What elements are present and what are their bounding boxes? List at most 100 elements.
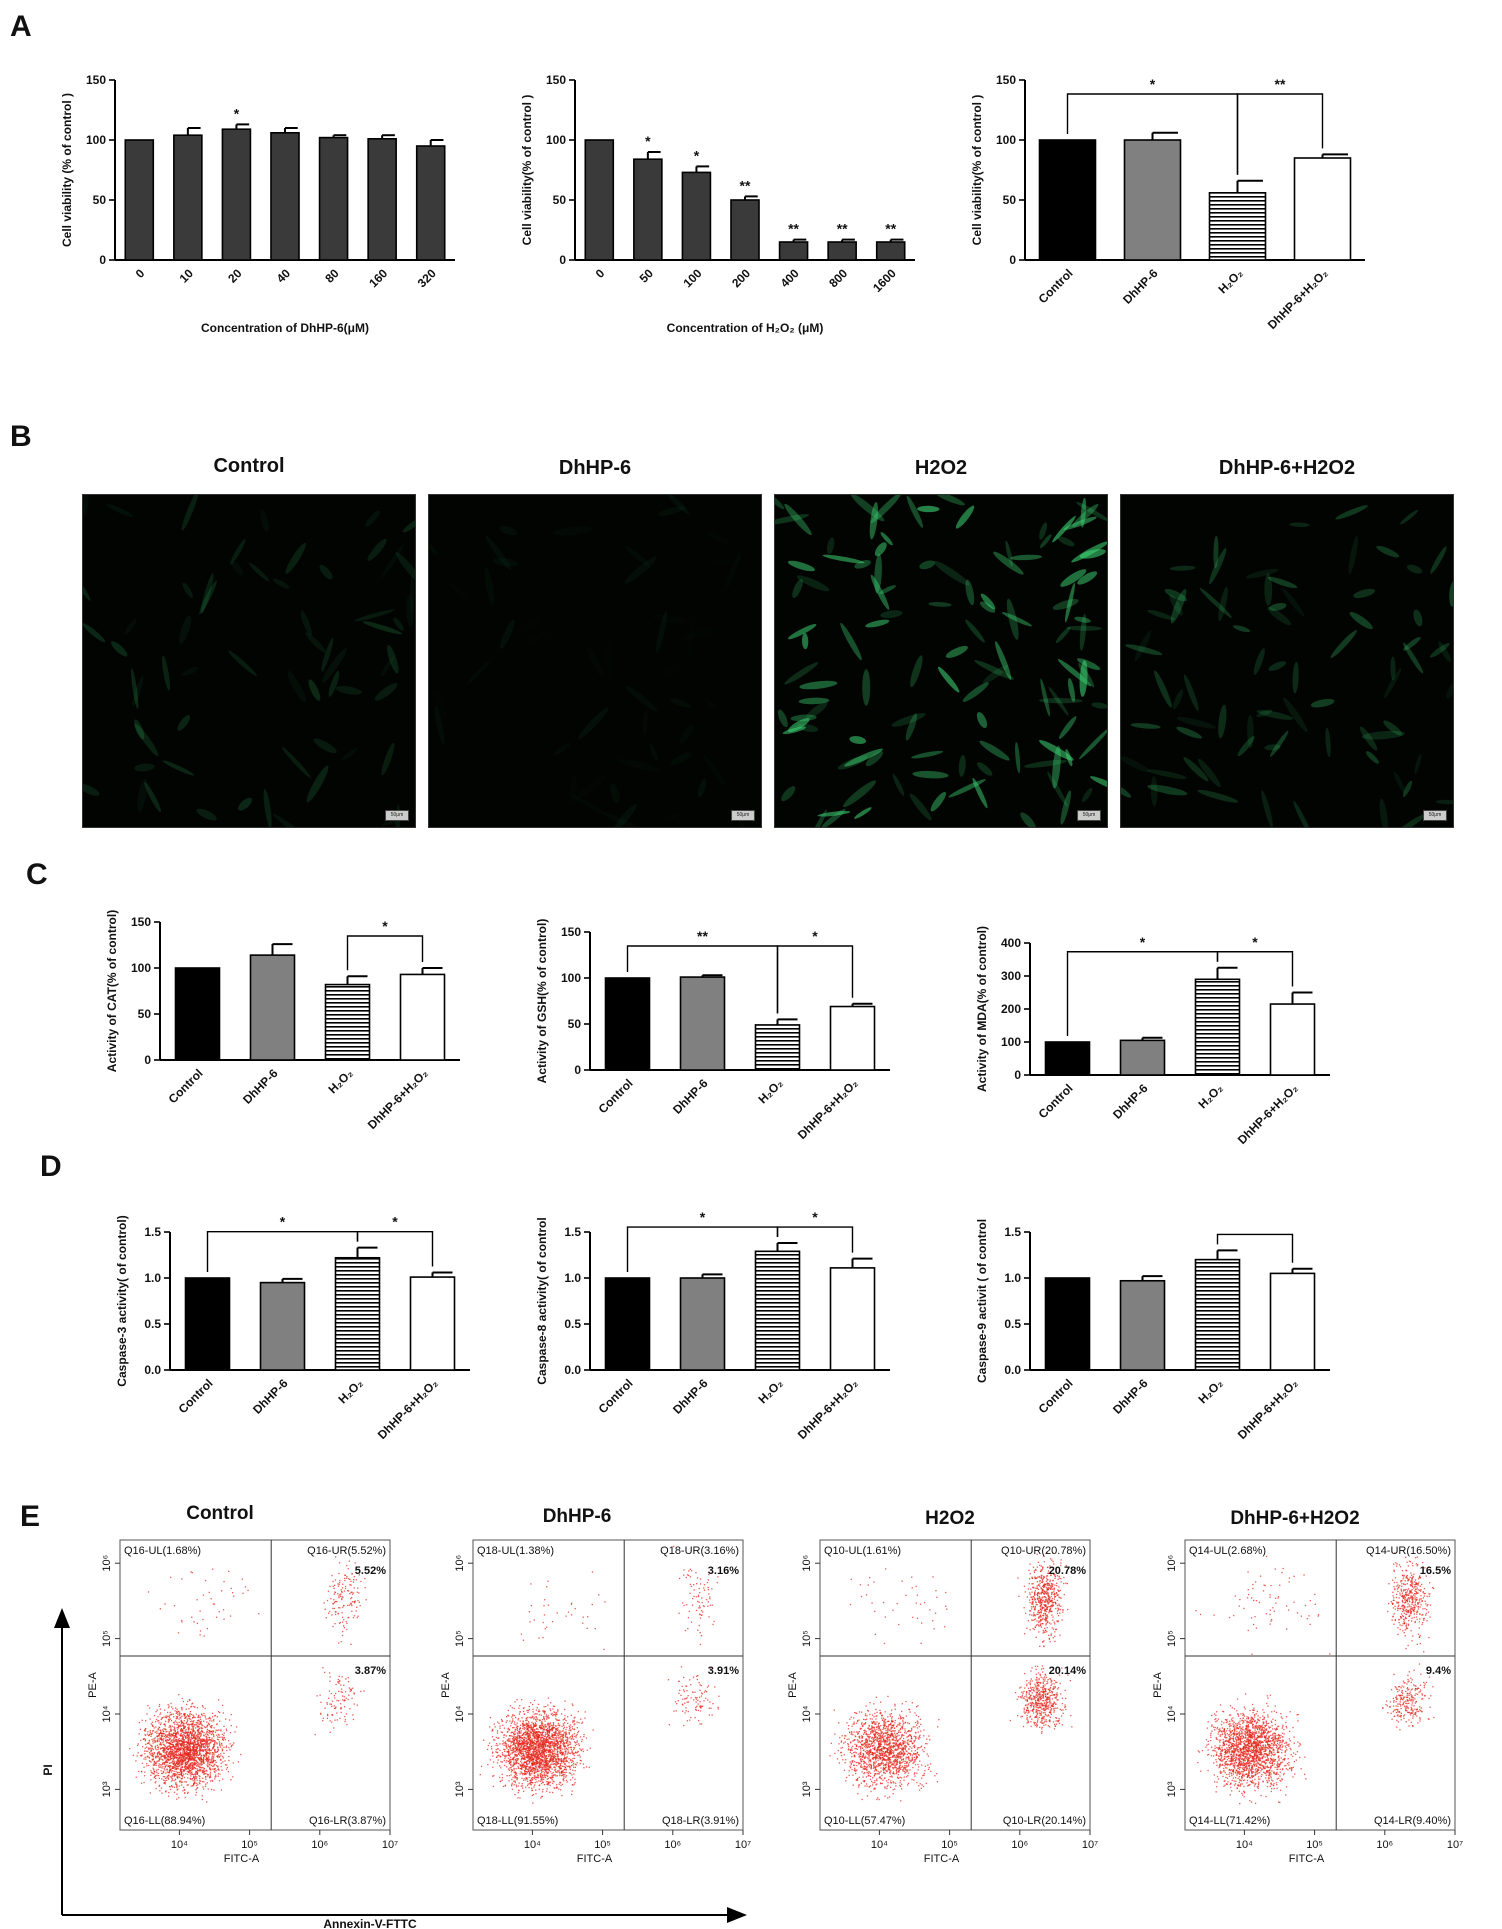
event-dot — [573, 1748, 575, 1751]
event-dot — [219, 1712, 221, 1714]
event-dot — [539, 1761, 541, 1763]
cell-field — [83, 495, 415, 827]
event-dot — [154, 1731, 156, 1733]
event-dot — [556, 1749, 558, 1751]
event-dot — [492, 1751, 494, 1753]
event-dot — [322, 1667, 324, 1669]
event-dot — [565, 1742, 568, 1744]
event-dot — [182, 1738, 185, 1740]
event-dot — [174, 1756, 176, 1758]
event-dot — [515, 1738, 517, 1740]
event-dot — [165, 1761, 167, 1763]
cell — [499, 525, 518, 536]
event-dot — [354, 1602, 356, 1604]
event-dot — [546, 1763, 548, 1765]
event-dot — [571, 1759, 573, 1762]
event-dot — [568, 1741, 570, 1743]
event-dot — [221, 1744, 223, 1747]
event-dot — [198, 1737, 200, 1739]
event-dot — [166, 1769, 168, 1771]
event-dot — [533, 1767, 535, 1769]
event-dot — [183, 1723, 185, 1725]
event-dot — [189, 1750, 191, 1753]
event-dot — [526, 1736, 529, 1738]
event-dot — [550, 1759, 552, 1761]
event-dot — [187, 1760, 190, 1762]
event-dot — [166, 1735, 168, 1737]
event-dot — [204, 1773, 206, 1775]
event-dot — [194, 1738, 197, 1740]
event-dot — [156, 1749, 158, 1751]
event-dot — [171, 1739, 173, 1741]
event-dot — [515, 1724, 517, 1726]
event-dot — [202, 1766, 204, 1769]
event-dot — [180, 1729, 182, 1731]
event-dot — [205, 1751, 207, 1753]
event-dot — [338, 1572, 340, 1575]
event-dot — [522, 1740, 525, 1742]
cell — [181, 666, 199, 676]
event-dot — [223, 1746, 225, 1748]
event-dot — [209, 1776, 212, 1779]
event-dot — [543, 1740, 545, 1742]
bar — [1123, 139, 1182, 261]
event-dot — [168, 1770, 171, 1773]
event-dot — [217, 1768, 219, 1770]
bar — [409, 1276, 456, 1371]
event-dot — [555, 1748, 557, 1751]
event-dot — [344, 1574, 346, 1576]
event-dot — [150, 1735, 152, 1737]
event-dot — [504, 1785, 506, 1787]
event-dot — [510, 1774, 512, 1776]
event-dot — [190, 1775, 192, 1777]
event-dot — [332, 1580, 334, 1583]
event-dot — [339, 1579, 341, 1582]
event-dot — [176, 1751, 178, 1753]
event-dot — [210, 1733, 213, 1736]
cell — [134, 723, 159, 757]
event-dot — [213, 1753, 215, 1755]
event-dot — [577, 1754, 579, 1757]
event-dot — [507, 1745, 510, 1747]
event-dot — [509, 1738, 511, 1740]
cell — [618, 757, 660, 774]
event-dot — [571, 1774, 573, 1776]
event-dot — [204, 1741, 206, 1744]
event-dot — [579, 1748, 581, 1750]
event-dot — [517, 1758, 519, 1760]
cell — [1072, 504, 1099, 527]
event-dot — [167, 1765, 169, 1768]
event-dot — [206, 1782, 208, 1784]
significance-bracket — [776, 945, 854, 1014]
event-dot — [176, 1793, 178, 1795]
event-dot — [574, 1763, 577, 1765]
event-dot — [495, 1748, 497, 1751]
cell — [1038, 698, 1083, 704]
event-dot — [204, 1579, 207, 1582]
event-dot — [558, 1766, 560, 1768]
event-dot — [141, 1754, 143, 1756]
event-dot — [199, 1732, 201, 1734]
event-dot — [196, 1768, 198, 1770]
event-dot — [173, 1791, 176, 1793]
event-dot — [528, 1727, 530, 1729]
bar — [754, 1250, 801, 1371]
event-dot — [572, 1720, 574, 1722]
event-dot — [151, 1732, 153, 1734]
event-dot — [344, 1699, 346, 1702]
event-dot — [153, 1761, 155, 1763]
event-dot — [530, 1754, 533, 1756]
event-dot — [579, 1756, 581, 1758]
event-dot — [187, 1723, 189, 1725]
event-dot — [174, 1730, 176, 1733]
event-dot — [202, 1771, 204, 1774]
cell — [1125, 644, 1163, 656]
event-dot — [176, 1785, 178, 1788]
event-dot — [196, 1752, 198, 1754]
event-dot — [161, 1738, 163, 1740]
event-dot — [535, 1734, 537, 1736]
event-dot — [510, 1742, 512, 1744]
event-dot — [481, 1765, 483, 1767]
event-dot — [228, 1755, 230, 1758]
